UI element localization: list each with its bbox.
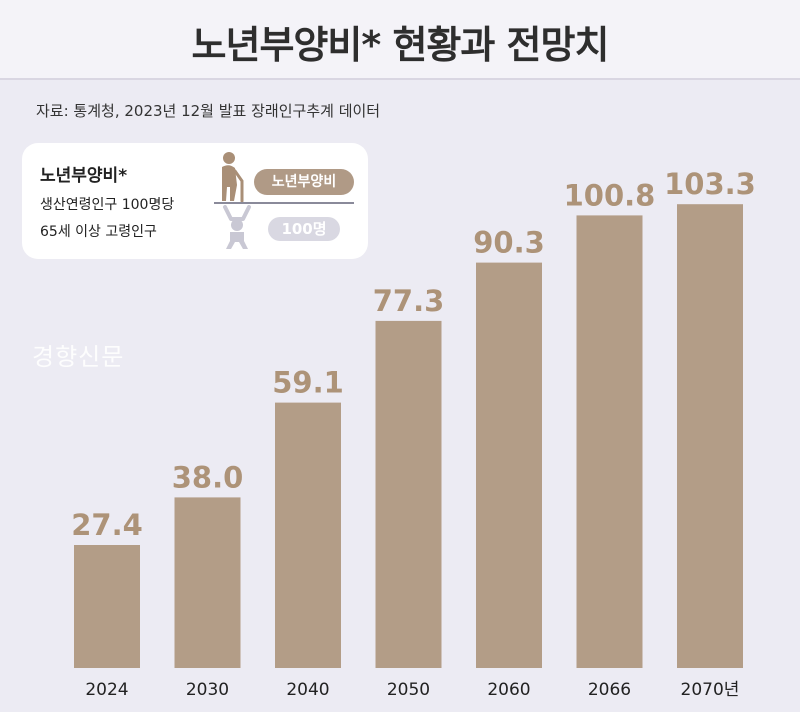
bar-value-label: 59.1 <box>272 366 344 400</box>
category-label: 2070년 <box>681 680 740 700</box>
elderly-person-icon <box>222 152 244 203</box>
bar-2030 <box>174 497 241 668</box>
title-band <box>0 0 800 80</box>
bar-value-label: 103.3 <box>664 167 756 201</box>
category-label: 2030 <box>186 680 229 700</box>
legend-divider <box>214 202 354 204</box>
legend-box: 노년부양비* 생산연령인구 100명당 65세 이상 고령인구 노년부양비 10… <box>22 143 368 259</box>
category-label: 2040 <box>286 680 329 700</box>
pill-elderly-ratio: 노년부양비 <box>254 169 354 195</box>
bar-2060 <box>476 262 542 668</box>
legend-line-2: 65세 이상 고령인구 <box>40 224 157 240</box>
bar-2024 <box>74 545 140 668</box>
category-label: 2024 <box>85 680 128 700</box>
source-note: 자료: 통계청, 2023년 12월 발표 장래인구추계 데이터 <box>36 102 381 120</box>
bar-value-label: 77.3 <box>373 284 445 318</box>
bar-2040 <box>275 402 341 668</box>
legend-line-1: 생산연령인구 100명당 <box>40 197 175 213</box>
bar-value-label: 38.0 <box>172 460 244 494</box>
bar-2050 <box>375 320 442 668</box>
category-label: 2050 <box>387 680 430 700</box>
bar-2070년 <box>677 204 743 668</box>
bar-value-label: 100.8 <box>564 178 656 212</box>
lifting-person-icon <box>223 205 251 249</box>
legend-title: 노년부양비* <box>40 166 128 186</box>
pill-100-people: 100명 <box>268 217 340 241</box>
bar-2066 <box>576 215 643 668</box>
page-title: 노년부양비* 현황과 전망치 <box>191 23 610 67</box>
category-label: 2060 <box>487 680 530 700</box>
bar-value-label: 90.3 <box>473 226 545 260</box>
watermark-logo: 경향신문 <box>32 343 125 371</box>
bar-value-label: 27.4 <box>71 508 143 542</box>
category-label: 2066 <box>588 680 631 700</box>
